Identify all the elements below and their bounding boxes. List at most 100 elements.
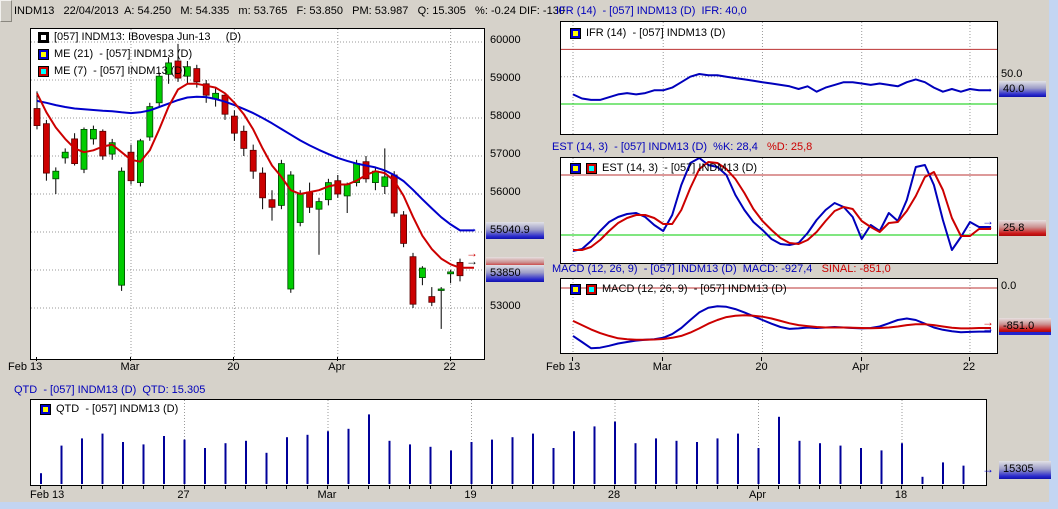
axis-tick [122,485,123,489]
axis-tick [163,485,164,489]
est-d-arrow-icon: → [982,219,994,233]
ma21-value-badge: 55040.9 [486,222,544,239]
axis-tick [470,485,472,489]
axis-tick [655,485,656,489]
x-axis-label: 27 [177,489,190,501]
axis-tick [265,485,267,489]
ifr-plot[interactable] [560,21,998,135]
axis-tick [81,485,82,489]
axis-tick [429,485,431,489]
x-axis-label: Mar [120,361,140,373]
series-swatch-icon [40,403,51,415]
axis-tick [511,485,513,489]
macd-signal-arrow-icon: → [982,315,994,329]
x-axis-label: Feb 13 [30,489,65,501]
axis-tick [880,485,882,489]
x-axis-label: 20 [755,361,768,373]
x-axis-label: Feb 13 [546,361,581,373]
last-price-arrow-icon: → [466,254,478,268]
series-swatch-icon [38,31,49,43]
quote-header: INDM13 22/04/2013 A: 54.250 M: 54.335 m:… [14,5,565,17]
macd-plot[interactable] [560,278,998,354]
axis-tick [286,485,287,489]
macd-legend-label: MACD (12, 26, 9) - [057] INDM13 (D) [602,283,787,295]
axis-tick [552,485,554,489]
axis-tick [40,485,41,489]
macd-legend-row[interactable]: MACD (12, 26, 9) - [057] INDM13 (D) [570,283,787,295]
macd-arrow-icon: → [982,321,994,335]
ifr-value-badge: 40.0 [999,81,1046,97]
est-value-badge: 25.8 [999,220,1046,236]
x-axis-label: Apr [852,361,870,373]
ifr-arrow-icon: → [982,81,994,95]
axis-tick [614,485,615,489]
macd-zero-label: 0.0 [1001,280,1017,292]
axis-tick [921,485,923,489]
axis-tick [572,357,573,361]
y-axis-label: 59000 [490,72,521,84]
axis-tick [347,485,349,489]
x-axis-label: 28 [607,489,621,501]
axis-tick [737,485,738,489]
ifr-legend-row[interactable]: IFR (14) - [057] INDM13 (D) [570,27,725,39]
main-legend-row-symbol[interactable]: [057] INDM13: IBovespa Jun-13 (D) [38,31,241,43]
axis-tick [327,485,328,489]
main-legend-row-ma7[interactable]: ME (7) - [057] INDM13 (D) [38,65,186,77]
ma7-arrow-icon: → [466,246,478,260]
axis-tick [696,485,697,489]
axis-tick [662,357,664,361]
series-swatch-icon [38,65,49,77]
axis-tick [761,357,763,361]
main-legend-row-ma21[interactable]: ME (21) - [057] INDM13 (D) [38,48,192,60]
qtd-legend-label: QTD - [057] INDM13 (D) [56,403,179,415]
qtd-value-badge: 15305 [999,461,1051,479]
axis-tick [757,485,759,489]
qtd-plot[interactable] [30,399,987,486]
y-axis-label: 53000 [490,300,521,312]
qtd-legend-row[interactable]: QTD - [057] INDM13 (D) [40,403,178,415]
main-price-plot[interactable] [30,28,485,360]
axis-tick [942,485,943,489]
series-swatch-icon [38,48,49,60]
x-axis-label: 22 [962,361,976,373]
x-axis-label: 22 [443,361,456,373]
x-axis-label: Apr [328,361,346,373]
window-chrome-corner [0,0,12,22]
est-k-arrow-icon: → [982,214,994,228]
vertical-scrollbar[interactable] [1049,0,1058,509]
est-plot[interactable] [560,157,998,264]
est-legend-row[interactable]: EST (14, 3) - [057] INDM13 (D) [570,162,757,174]
axis-tick [798,485,800,489]
x-axis-label: Feb 13 [8,361,43,373]
x-axis-label: Mar [652,361,672,373]
ma21-arrow-icon: → [466,221,478,235]
series-swatch-icon [570,27,581,39]
axis-tick [901,485,902,489]
ifr-level-label: 50.0 [1001,68,1023,80]
est-header-main: EST (14, 3) - [057] INDM13 (D) %K: 28,4 [552,141,758,153]
axis-tick [368,485,369,489]
axis-tick [60,485,62,489]
horizontal-scrollbar[interactable] [0,502,1058,509]
axis-tick [532,485,533,489]
axis-tick [204,485,205,489]
axis-tick [634,485,636,489]
axis-tick [968,357,970,361]
y-axis-label: 56000 [490,186,521,198]
macd-header: MACD (12, 26, 9) - [057] INDM13 (D) MACD… [552,263,891,275]
axis-tick [388,485,390,489]
axis-tick [409,485,410,489]
macd-value-badge: -851.0 [999,318,1051,335]
axis-tick [449,357,451,361]
axis-tick [860,357,862,361]
axis-tick [819,485,820,489]
series-swatch-icon [570,162,581,174]
macd-header-sinal: SINAL: -851,0 [812,263,891,275]
est-header-d: %D: 25,8 [757,141,813,153]
axis-tick [962,485,964,489]
ifr-header: IFR (14) - [057] INDM13 (D) IFR: 40,0 [556,5,747,17]
x-axis-label: 20 [227,361,240,373]
axis-tick [36,357,37,361]
axis-tick [491,485,492,489]
qtd-arrow-icon: → [982,462,994,476]
